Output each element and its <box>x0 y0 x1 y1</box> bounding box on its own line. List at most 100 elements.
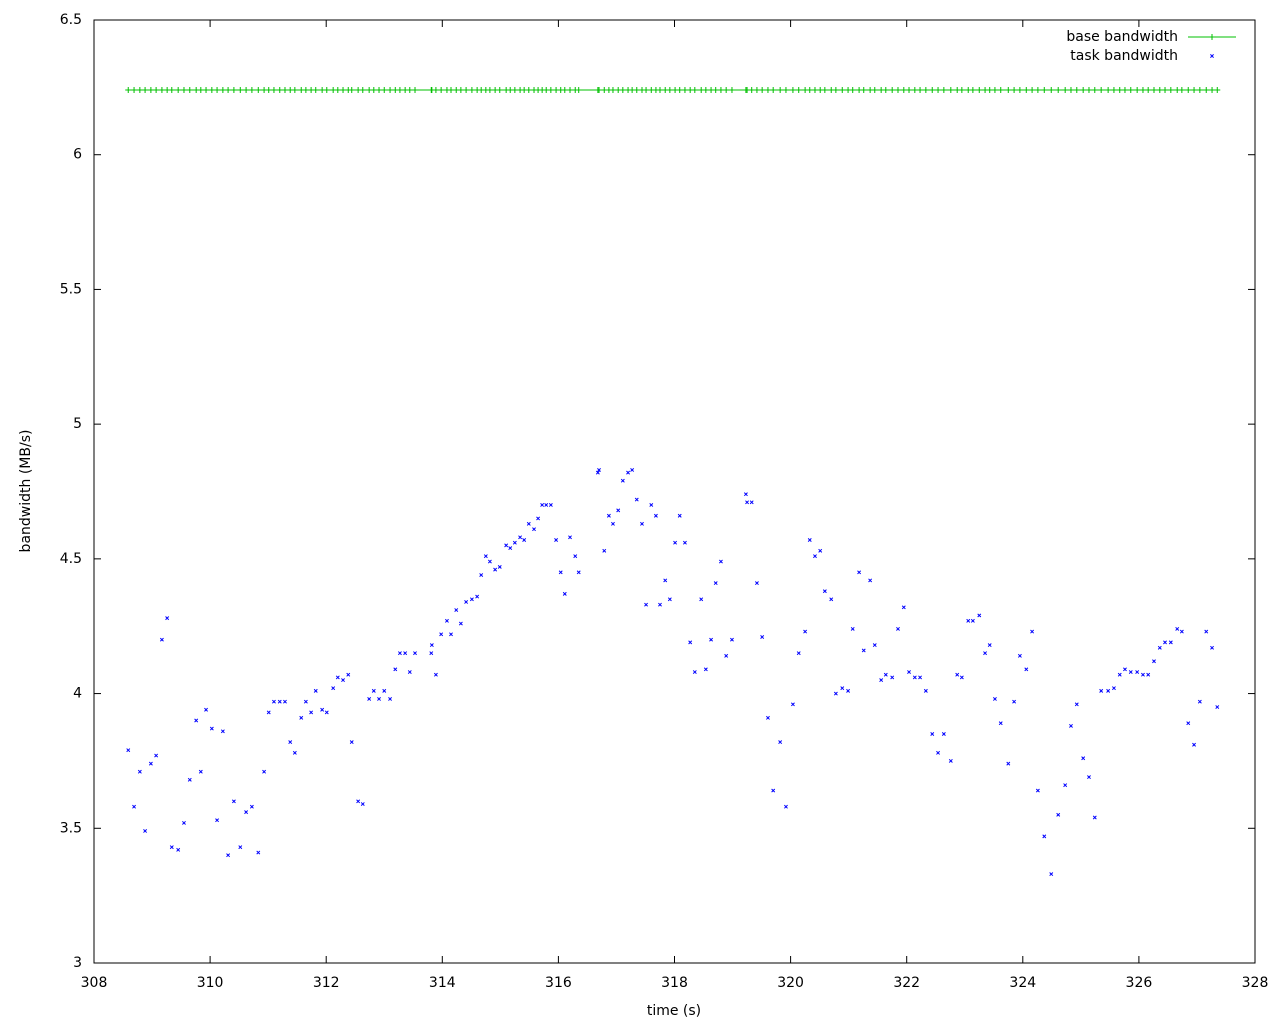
point-marker <box>508 546 513 551</box>
plus-marker <box>547 87 554 94</box>
point-marker <box>640 521 644 526</box>
point-marker <box>872 643 877 648</box>
plus-marker <box>1016 87 1023 94</box>
point-marker <box>497 564 502 569</box>
point-marker <box>1146 672 1151 677</box>
plus-marker <box>666 87 673 94</box>
point-marker <box>568 535 572 540</box>
point-marker <box>154 753 159 758</box>
plus-marker <box>1041 87 1048 94</box>
point-marker <box>444 618 449 623</box>
point-marker <box>209 726 214 731</box>
plus-marker <box>1127 87 1134 94</box>
point-marker <box>749 500 754 505</box>
point-marker <box>1006 761 1011 766</box>
plus-marker <box>457 87 464 94</box>
point-marker <box>658 602 662 607</box>
plus-marker <box>1011 87 1018 94</box>
plus-marker <box>795 87 802 94</box>
plus-marker <box>702 87 709 94</box>
y-tick-label: 3.5 <box>60 820 82 836</box>
plus-marker <box>486 87 493 94</box>
plus-marker <box>849 87 856 94</box>
plus-marker <box>387 87 394 94</box>
point-marker <box>403 651 408 656</box>
point-marker <box>948 758 953 763</box>
point-marker <box>1168 640 1173 645</box>
point-marker <box>371 688 376 693</box>
plus-marker <box>1091 87 1098 94</box>
point-marker <box>324 710 329 715</box>
x-tick-label: 320 <box>777 975 804 991</box>
point-marker <box>1042 834 1047 839</box>
legend-label: task bandwidth <box>1070 48 1178 64</box>
point-marker <box>309 710 314 715</box>
point-marker <box>1128 670 1133 674</box>
plus-marker <box>312 87 319 94</box>
point-marker <box>1204 629 1209 634</box>
point-marker <box>165 616 170 621</box>
plus-marker <box>153 87 160 94</box>
point-marker <box>126 748 131 753</box>
point-marker <box>341 678 345 683</box>
plus-marker <box>832 87 839 94</box>
point-marker <box>626 470 631 475</box>
plus-marker <box>1080 87 1087 94</box>
plus-marker <box>214 87 221 94</box>
plus-marker <box>237 87 244 94</box>
plus-marker <box>1178 87 1185 94</box>
x-tick-label: 328 <box>1242 975 1269 991</box>
point-marker <box>977 613 982 618</box>
point-marker <box>454 608 459 613</box>
point-marker <box>536 516 541 521</box>
plus-marker <box>777 87 784 94</box>
plus-marker <box>208 87 215 94</box>
plus-marker <box>203 87 210 94</box>
point-marker <box>137 769 142 774</box>
plus-marker <box>468 87 475 94</box>
plus-marker <box>1167 87 1174 94</box>
plus-marker <box>496 87 503 94</box>
plus-marker <box>894 87 901 94</box>
plus-marker <box>412 87 419 94</box>
x-tick-label: 326 <box>1126 975 1153 991</box>
point-marker <box>649 503 654 507</box>
point-marker <box>413 651 417 656</box>
plus-marker <box>940 87 947 94</box>
plus-marker <box>125 87 132 94</box>
point-marker <box>606 513 611 518</box>
plus-marker <box>922 87 929 94</box>
point-marker <box>936 750 941 755</box>
point-marker <box>959 675 964 680</box>
plus-marker <box>770 87 777 94</box>
point-marker <box>644 602 649 607</box>
plus-marker <box>1191 87 1198 94</box>
point-marker <box>745 500 750 505</box>
legend-label: base bandwidth <box>1066 29 1178 45</box>
point-marker <box>360 802 365 806</box>
plus-marker <box>782 87 789 94</box>
point-marker <box>611 521 615 526</box>
legend-marker <box>1210 54 1214 58</box>
y-tick-label: 6 <box>73 147 82 163</box>
point-marker <box>393 667 398 672</box>
plus-marker <box>717 87 724 94</box>
point-marker <box>923 688 928 693</box>
plus-marker <box>248 87 255 94</box>
plus-marker <box>958 87 965 94</box>
point-marker <box>941 732 946 736</box>
point-marker <box>595 470 600 475</box>
point-marker <box>349 740 354 745</box>
point-marker <box>850 626 855 631</box>
point-marker <box>558 570 563 575</box>
plus-marker <box>860 87 867 94</box>
y-tick-label: 5.5 <box>60 281 82 297</box>
point-marker <box>303 699 308 704</box>
plus-marker <box>759 87 766 94</box>
point-marker <box>1069 723 1073 728</box>
plus-marker <box>432 87 439 94</box>
point-marker <box>970 618 975 623</box>
plus-marker <box>1134 87 1141 94</box>
point-marker <box>458 621 463 626</box>
y-axis-label: bandwidth (MB/s) <box>18 430 34 553</box>
